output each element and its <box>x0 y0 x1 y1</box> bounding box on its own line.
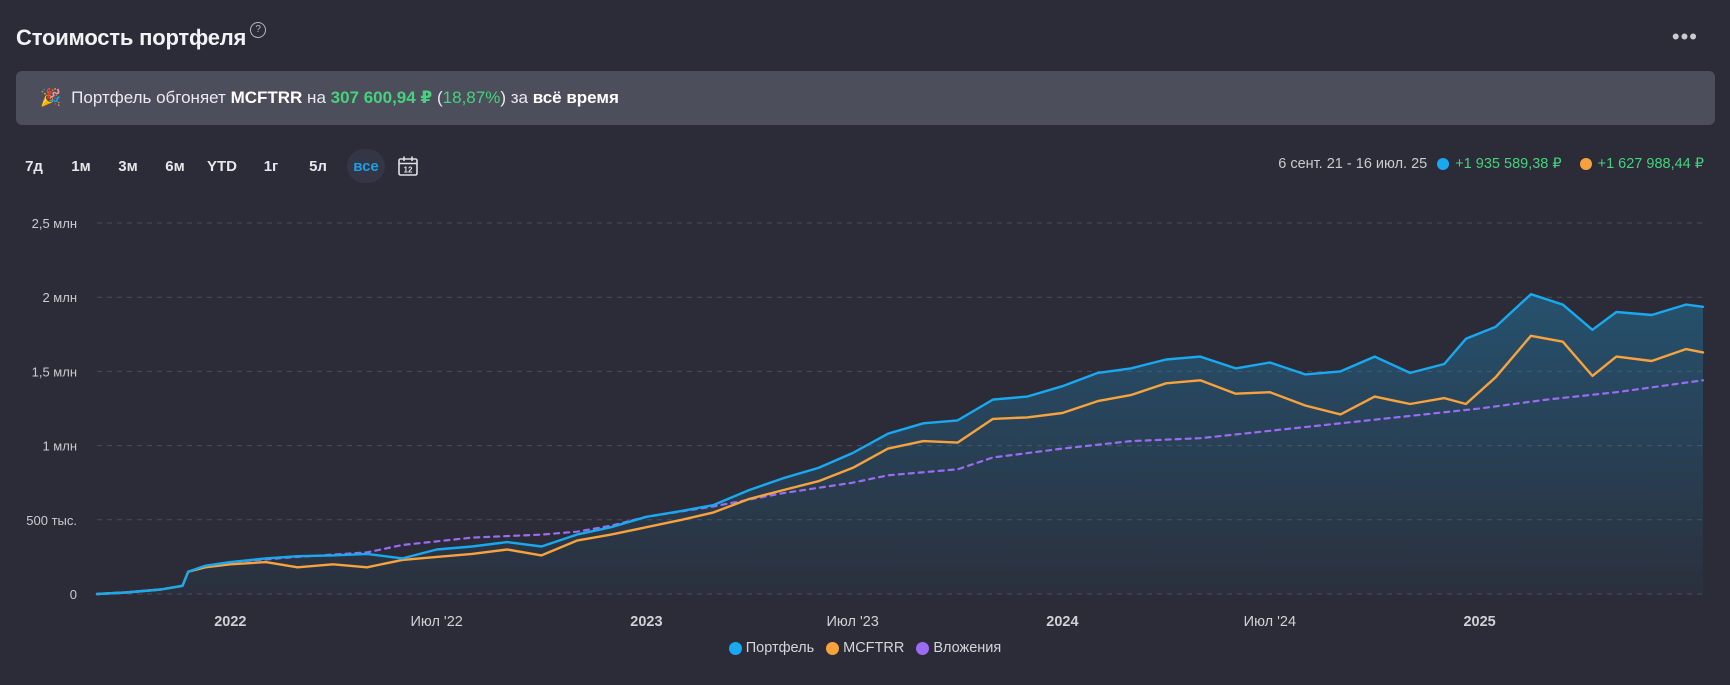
legend-label: Портфель <box>745 640 815 656</box>
banner-amount: 307 600,94 ₽ <box>330 88 433 107</box>
banner-text: на <box>302 88 331 107</box>
y-tick-label: 1 млн <box>42 439 77 454</box>
banner-percent: 18,87% <box>442 88 501 107</box>
y-tick-label: 2 млн <box>42 290 77 305</box>
y-tick-label: 500 тыс. <box>26 513 77 528</box>
banner-text: ( <box>432 88 443 107</box>
index-change: +1 627 988,44 ₽ <box>1597 156 1704 172</box>
banner-index: MCFTRR <box>230 88 303 107</box>
comparison-banner: 🎉 Портфель обгоняет MCFTRR на 307 600,94… <box>16 71 1715 125</box>
portfolio-chart[interactable]: 0 500 тыс. 1 млн 1,5 млн 2 млн 2,5 млн 2022 Июл… <box>0 200 1730 640</box>
series-line-portfolio <box>95 293 1705 596</box>
legend-item-portfolio[interactable]: Портфель <box>728 640 815 656</box>
y-tick-label: 1,5 млн <box>32 364 77 379</box>
period-ytd[interactable]: YTD <box>207 157 237 175</box>
chart-legend: Портфель MCFTRR Вложения <box>0 638 1730 658</box>
x-tick-label: 2025 <box>1463 614 1495 630</box>
party-icon: 🎉 <box>40 88 62 107</box>
page-title: Стоимость портфеля <box>16 25 247 50</box>
legend-item-invested[interactable]: Вложения <box>916 640 1001 656</box>
portfolio-dot <box>1437 158 1450 170</box>
banner-text: ) за <box>500 88 533 107</box>
legend-label: Вложения <box>933 640 1002 656</box>
period-1m[interactable]: 1м <box>71 157 91 175</box>
x-tick-label: Июл '23 <box>827 614 879 630</box>
calendar-day: 12 <box>404 166 413 175</box>
date-range: 6 сент. 21 - 16 июл. 25 <box>1278 156 1428 172</box>
legend-dot <box>916 641 930 655</box>
legend-dot <box>826 641 840 655</box>
period-summary: 6 сент. 21 - 16 июл. 25 +1 935 589,38 ₽ … <box>1278 154 1704 174</box>
period-5y[interactable]: 5л <box>309 157 327 175</box>
period-7d[interactable]: 7д <box>25 157 43 175</box>
more-options-icon[interactable]: ••• <box>1671 24 1698 49</box>
portfolio-area <box>97 294 1703 594</box>
legend-label: MCFTRR <box>843 640 905 656</box>
x-tick-label: 2024 <box>1046 614 1078 630</box>
x-tick-label: 2023 <box>630 614 662 630</box>
calendar-icon[interactable]: 12 <box>397 155 419 177</box>
x-tick-label: Июл '22 <box>410 614 462 630</box>
legend-dot <box>728 641 742 655</box>
calendar-icon-glyph: 12 <box>398 156 418 176</box>
chart-header: Стоимость портфеля ? ••• <box>16 22 1714 54</box>
period-all[interactable]: все <box>347 149 385 183</box>
x-tick-label: Июл '24 <box>1244 614 1296 630</box>
portfolio-change: +1 935 589,38 ₽ <box>1455 156 1562 172</box>
period-3m[interactable]: 3м <box>118 157 138 175</box>
banner-period: всё время <box>532 88 619 107</box>
help-icon[interactable]: ? <box>250 22 267 38</box>
x-tick-label: 2022 <box>214 614 246 630</box>
y-tick-label: 2,5 млн <box>32 216 77 231</box>
y-tick-label: 0 <box>70 587 77 602</box>
period-1y[interactable]: 1г <box>263 157 279 175</box>
period-selector: 7д 1м 3м 6м YTD 1г 5л все 12 <box>16 148 419 184</box>
index-dot <box>1579 158 1592 170</box>
series-line-index <box>95 334 1705 596</box>
period-6m[interactable]: 6м <box>165 157 185 175</box>
legend-item-index[interactable]: MCFTRR <box>826 640 904 656</box>
banner-text: Портфель обгоняет <box>71 88 231 107</box>
